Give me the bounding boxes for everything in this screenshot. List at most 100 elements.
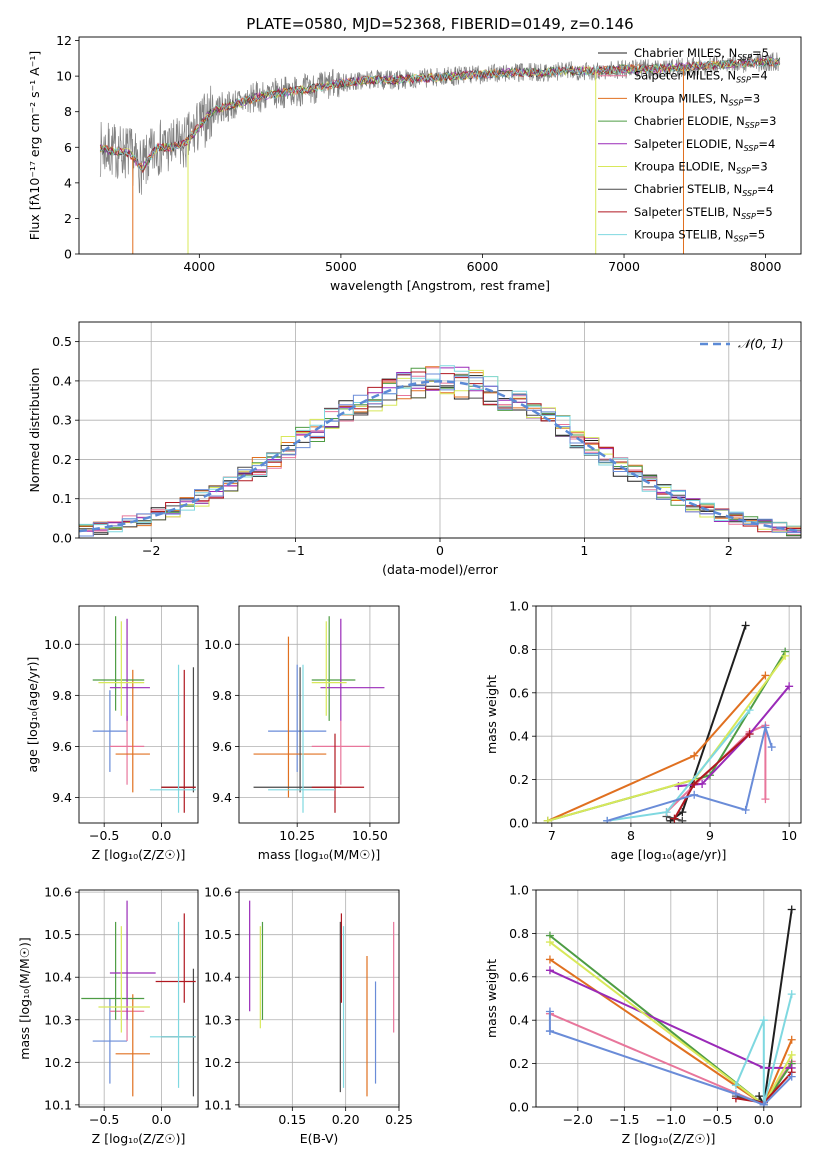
y-tick-label: 10.3 — [204, 1012, 232, 1027]
y-tick-label: 1.0 — [509, 883, 529, 898]
x-tick-label: 8 — [627, 828, 635, 843]
legend-label-suffix: =5 — [752, 46, 769, 60]
x-tick-label: 10.50 — [352, 828, 388, 843]
y-tick-label: 0.4 — [509, 729, 529, 744]
y-tick-label: 0.8 — [509, 926, 529, 941]
x-tick-label: −0.5 — [89, 828, 119, 843]
x-tick-label: 6000 — [467, 259, 499, 274]
legend-label-suffix: =3 — [743, 91, 760, 105]
y-axis-label: mass weight — [484, 675, 499, 754]
y-tick-label: 0.6 — [509, 969, 529, 984]
x-tick-label: 0.0 — [754, 1112, 774, 1127]
y-tick-label: 10.0 — [204, 637, 232, 652]
weight-point-marker — [745, 730, 754, 739]
x-tick-label: −1.0 — [656, 1112, 686, 1127]
y-tick-label: 10.4 — [44, 970, 72, 985]
weight-point-marker — [731, 1081, 740, 1090]
weight-point-marker — [741, 621, 750, 630]
mass-vs-ebv-panel: 0.15 0.20 0.25 10.1 10.2 10.3 10.4 10.5 10.6 E(B-… — [204, 885, 413, 1146]
weight-point-marker — [545, 1007, 554, 1016]
legend-label-main: Chabrier ELODIE, N — [634, 114, 745, 128]
y-tick-label: 9.6 — [52, 739, 72, 754]
y-tick-label: 0.3 — [52, 413, 72, 428]
legend-label-main: Chabrier MILES, N — [634, 46, 737, 60]
x-tick-label: −2.0 — [563, 1112, 593, 1127]
y-tick-label: 10.5 — [204, 927, 232, 942]
axes-frame — [78, 36, 802, 255]
weight-point-marker — [787, 1072, 796, 1081]
plot-area — [81, 900, 196, 1097]
y-tick-label: 10.1 — [44, 1097, 72, 1112]
axes-frame — [78, 321, 802, 539]
y-tick-label: 8 — [64, 104, 72, 119]
model-fit-line — [99, 58, 781, 174]
y-tick-label: 10.1 — [204, 1097, 232, 1112]
x-tick-label: −0.5 — [702, 1112, 732, 1127]
legend-label: Chabrier ELODIE, NSSP=3 — [634, 114, 776, 130]
x-tick-label: 2 — [725, 543, 733, 558]
legend-label-suffix: =4 — [757, 182, 774, 196]
legend-label: Salpeter MILES, NSSP=4 — [634, 69, 768, 85]
y-tick-label: 9.4 — [212, 790, 232, 805]
y-tick-label: 0.2 — [509, 1056, 529, 1071]
weight-point-marker — [678, 808, 687, 817]
weight-point-marker — [745, 706, 754, 715]
y-tick-label: 0.0 — [509, 816, 529, 831]
weight-vs-metallicity-panel: −2.0 −1.5 −1.0 −0.5 0.0 0.0 0.2 0.4 0.6 0.8 1.0 Z [… — [484, 883, 802, 1146]
y-tick-label: 9.8 — [212, 688, 232, 703]
y-axis-label: Flux [fλ10⁻¹⁷ erg cm⁻² s⁻¹ A⁻¹] — [27, 51, 42, 240]
x-axis-label: age [log₁₀(age/yr)] — [611, 847, 727, 862]
plot-area — [545, 905, 796, 1107]
x-tick-label: −2 — [142, 543, 160, 558]
legend-label-main: Kroupa ELODIE, N — [634, 160, 736, 174]
y-tick-label: 9.4 — [52, 790, 72, 805]
y-axis-label: mass weight — [484, 959, 499, 1038]
weight-series-line — [606, 723, 773, 822]
weight-point-marker — [662, 808, 671, 817]
residuals-panel: −2 −1 0 1 2 0.0 0.1 0.2 0.3 0.4 0.5 (data-model)/er… — [27, 321, 802, 577]
weight-point-marker — [741, 805, 750, 814]
weight-point-marker — [545, 1027, 554, 1036]
x-axis-label: (data-model)/error — [382, 562, 499, 577]
weight-series-line — [734, 993, 793, 1106]
legend-label-suffix: =5 — [748, 228, 765, 242]
legend-label-main: Kroupa STELIB, N — [634, 228, 734, 242]
legend-label-sub: SSP — [734, 235, 749, 244]
weight-point-marker — [690, 751, 699, 760]
x-tick-label: −1.5 — [609, 1112, 639, 1127]
x-tick-label: 5000 — [325, 259, 357, 274]
legend-label-sub: SSP — [729, 98, 744, 107]
y-tick-label: 0.0 — [52, 531, 72, 546]
plot-area — [92, 616, 196, 813]
legend-label-sub: SSP — [736, 76, 751, 85]
y-tick-label: 12 — [56, 33, 72, 48]
x-axis-label: mass [log₁₀(M/M☉)] — [258, 847, 380, 862]
age-vs-metallicity-panel: −0.5 0.0 9.4 9.6 9.8 10.0 Z [log₁₀(Z/Z☉)] age [… — [25, 605, 199, 862]
y-tick-label: 9.8 — [52, 688, 72, 703]
y-tick-label: 1.0 — [509, 599, 529, 614]
y-tick-label: 10.5 — [44, 927, 72, 942]
axes-frame — [535, 889, 802, 1108]
legend-label: 𝒩(0, 1) — [738, 336, 784, 351]
x-tick-label: 10.25 — [279, 828, 315, 843]
y-tick-label: 0.2 — [52, 452, 72, 467]
legend-label: Kroupa STELIB, NSSP=5 — [634, 228, 765, 244]
weight-point-marker — [761, 671, 770, 680]
weight-series-line — [669, 625, 747, 822]
axes-frame — [238, 605, 400, 824]
weight-point-marker — [603, 816, 612, 823]
x-axis-label: wavelength [Angstrom, rest frame] — [330, 278, 550, 293]
y-tick-label: 10.3 — [44, 1012, 72, 1027]
figure-title: PLATE=0580, MJD=52368, FIBERID=0149, z=0… — [246, 15, 633, 33]
axes-frame — [78, 605, 199, 824]
x-tick-label: 10 — [781, 828, 797, 843]
y-tick-label: 10.6 — [204, 885, 232, 900]
legend-label-main: Salpeter STELIB, N — [634, 205, 741, 219]
x-axis-label: E(B-V) — [300, 1131, 339, 1146]
legend-label-sub: SSP — [745, 121, 760, 130]
plot-area — [253, 616, 385, 813]
model-fit-line — [100, 56, 781, 170]
y-tick-label: 10 — [56, 69, 72, 84]
y-tick-label: 0.5 — [52, 334, 72, 349]
